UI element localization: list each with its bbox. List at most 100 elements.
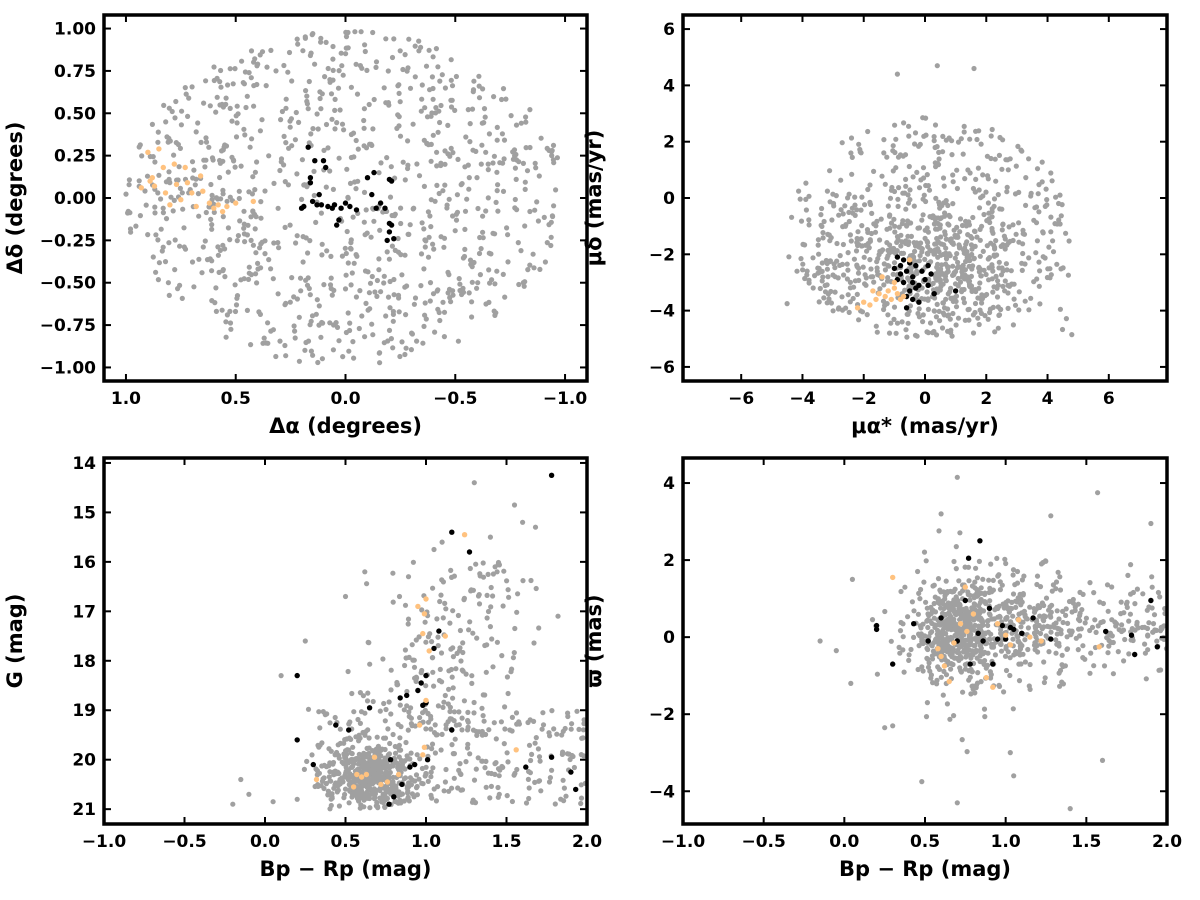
plx-field-point [939, 648, 945, 655]
pm-xtick-label: −2 [851, 389, 877, 409]
radec-field-point [485, 161, 491, 167]
plx-field-point [1110, 639, 1116, 646]
radec-field-point [416, 48, 422, 54]
pm-field-point [1023, 175, 1029, 181]
cmd-field-point [536, 625, 542, 631]
radec-field-point [325, 145, 331, 151]
radec-field-point [298, 288, 304, 294]
radec-field-point [136, 178, 142, 184]
plx-field-point [882, 608, 888, 615]
radec-field-point [319, 356, 325, 362]
radec-field-point [395, 83, 401, 89]
radec-field-point [236, 195, 242, 202]
cmd-members-point [418, 680, 424, 686]
cmd-field-point [396, 593, 403, 600]
pm-field-point [973, 176, 979, 182]
pm-field-point [888, 320, 894, 326]
cmd-field-point [404, 703, 410, 709]
pm-field-point [960, 151, 966, 157]
pm-field-point [925, 243, 931, 250]
plx-field-point [1007, 672, 1013, 679]
plx-field-point [974, 575, 981, 581]
cmd-field-point [324, 711, 330, 717]
plx-field-point [951, 597, 957, 603]
radec-field-point [282, 224, 288, 230]
plx-field-point [1014, 568, 1021, 575]
radec-ytick-label: 0.75 [54, 62, 96, 82]
pm-field-point [938, 280, 944, 286]
radec-members-point [353, 207, 360, 213]
pm-tail-point [870, 288, 876, 294]
plx-field-point [1026, 683, 1032, 689]
plx-field-point [1087, 670, 1093, 676]
radec-field-point [485, 195, 491, 201]
pm-field-point [896, 185, 902, 191]
radec-field-point [469, 314, 475, 320]
radec-field-point [126, 182, 132, 188]
pm-field-point [810, 285, 816, 291]
plx-field-point [1015, 634, 1021, 640]
cmd-field-point [390, 731, 396, 738]
cmd-field-point [533, 735, 539, 741]
radec-field-point [319, 252, 325, 258]
cmd-field-point [435, 784, 441, 790]
pm-field-point [824, 300, 830, 306]
cmd-field-point [430, 669, 436, 675]
cmd-field-point [488, 584, 494, 591]
plx-tail-point [983, 674, 989, 681]
radec-field-point [437, 119, 443, 126]
radec-field-point [531, 265, 537, 271]
cmd-field-point [388, 711, 394, 717]
cmd-field-point [336, 755, 342, 761]
pm-field-point [789, 214, 795, 220]
radec-field-point [550, 213, 556, 220]
radec-field-point [291, 323, 297, 329]
radec-field-point [277, 338, 283, 344]
radec-field-point [316, 322, 322, 328]
plx-field-point [869, 617, 876, 623]
plx-field-point [972, 622, 978, 629]
radec-field-point [246, 270, 252, 276]
pm-xtick-label: 4 [1042, 389, 1054, 409]
plx-field-point [1053, 650, 1059, 656]
cmd-field-point [493, 736, 499, 742]
radec-field-point [400, 159, 406, 165]
cmd-field-point [420, 710, 426, 716]
pm-field-point [962, 176, 968, 182]
pm-field-point [1013, 231, 1019, 237]
plx-field-point [929, 629, 935, 635]
radec-field-point [546, 222, 552, 228]
radec-field-point [307, 292, 313, 298]
cmd-field-point [511, 650, 517, 656]
radec-field-point [548, 234, 554, 240]
plx-ytick-label: 2 [663, 551, 675, 571]
cmd-members-point [548, 472, 555, 478]
pm-field-point [905, 218, 911, 224]
plx-field-point [942, 623, 948, 629]
plx-field-point [919, 664, 925, 670]
pm-field-point [852, 194, 858, 200]
plx-field-point [1041, 602, 1047, 609]
pm-field-point [990, 268, 996, 274]
radec-members-point [386, 229, 393, 235]
cmd-field-point [357, 720, 363, 727]
pm-field-point [954, 185, 961, 192]
cmd-field-point [508, 669, 514, 675]
pm-field-point [878, 249, 884, 255]
pm-field-point [990, 230, 996, 236]
cmd-field-point [567, 756, 573, 763]
plx-field-point [1142, 641, 1148, 647]
pm-field-point [924, 329, 930, 335]
plx-field-point [982, 714, 988, 720]
plx-field-point [1058, 627, 1064, 633]
radec-field-point [348, 282, 354, 288]
pm-field-point [989, 262, 995, 268]
radec-field-point [538, 135, 544, 141]
cmd-field-point [325, 788, 331, 794]
radec-field-point [212, 300, 218, 306]
radec-field-point [123, 191, 129, 197]
pm-field-point [966, 263, 972, 269]
cmd-field-point [327, 778, 333, 784]
cmd-field-point [238, 776, 244, 783]
plx-field-point [997, 587, 1004, 593]
